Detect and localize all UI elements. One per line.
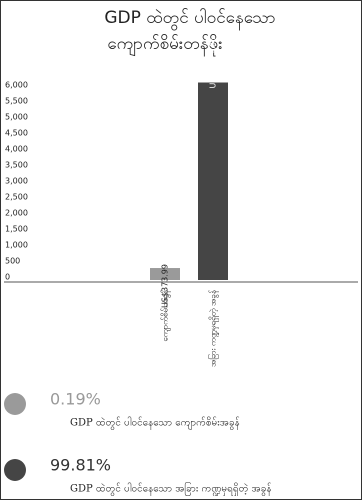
y-tick-label: 5,000 bbox=[5, 113, 28, 122]
value-label: US$373.99 bbox=[161, 264, 170, 308]
y-tick-label: 1,500 bbox=[5, 225, 28, 234]
y-tick-label: 500 bbox=[5, 257, 20, 266]
legend-marker bbox=[4, 393, 26, 415]
value-label: US$6,171.85 bbox=[209, 37, 218, 89]
x-tick-label: ကျောက်စိမ်းအခွန် bbox=[160, 289, 172, 342]
chart-title: GDP ထဲတွင် ပါဝင်နေသော bbox=[104, 7, 275, 31]
y-tick-label: 2,000 bbox=[5, 209, 28, 218]
legend-marker bbox=[4, 459, 26, 481]
y-tick-label: 6,000 bbox=[5, 81, 28, 90]
legend-label: GDP ထဲတွင် ပါဝင်နေသော အခြား ကဏ္ဍမှရရှိတဲ… bbox=[70, 481, 272, 497]
y-tick-label: 3,500 bbox=[5, 161, 28, 170]
y-tick-label: 0 bbox=[5, 273, 10, 282]
y-tick-label: 1,000 bbox=[5, 241, 28, 250]
y-tick-label: 5,500 bbox=[5, 97, 28, 106]
x-tick-label: အခြား ကဏ္ဍမှရရှိတဲ့ အခွန် bbox=[208, 289, 220, 367]
chart-title: ကျောက်စိမ်းတန်ဖိုး bbox=[107, 34, 222, 57]
bar bbox=[150, 268, 180, 280]
y-tick-label: 4,500 bbox=[5, 129, 28, 138]
legend-label: GDP ထဲတွင် ပါဝင်နေသော ကျောက်စိမ်းအခွန် bbox=[70, 416, 240, 431]
y-tick-label: 4,000 bbox=[5, 145, 28, 154]
y-tick-label: 2,500 bbox=[5, 193, 28, 202]
bar bbox=[198, 82, 228, 281]
share-label: 99.81% bbox=[50, 456, 111, 475]
y-tick-label: 3,000 bbox=[5, 177, 28, 186]
share-label: 0.19% bbox=[50, 390, 101, 409]
